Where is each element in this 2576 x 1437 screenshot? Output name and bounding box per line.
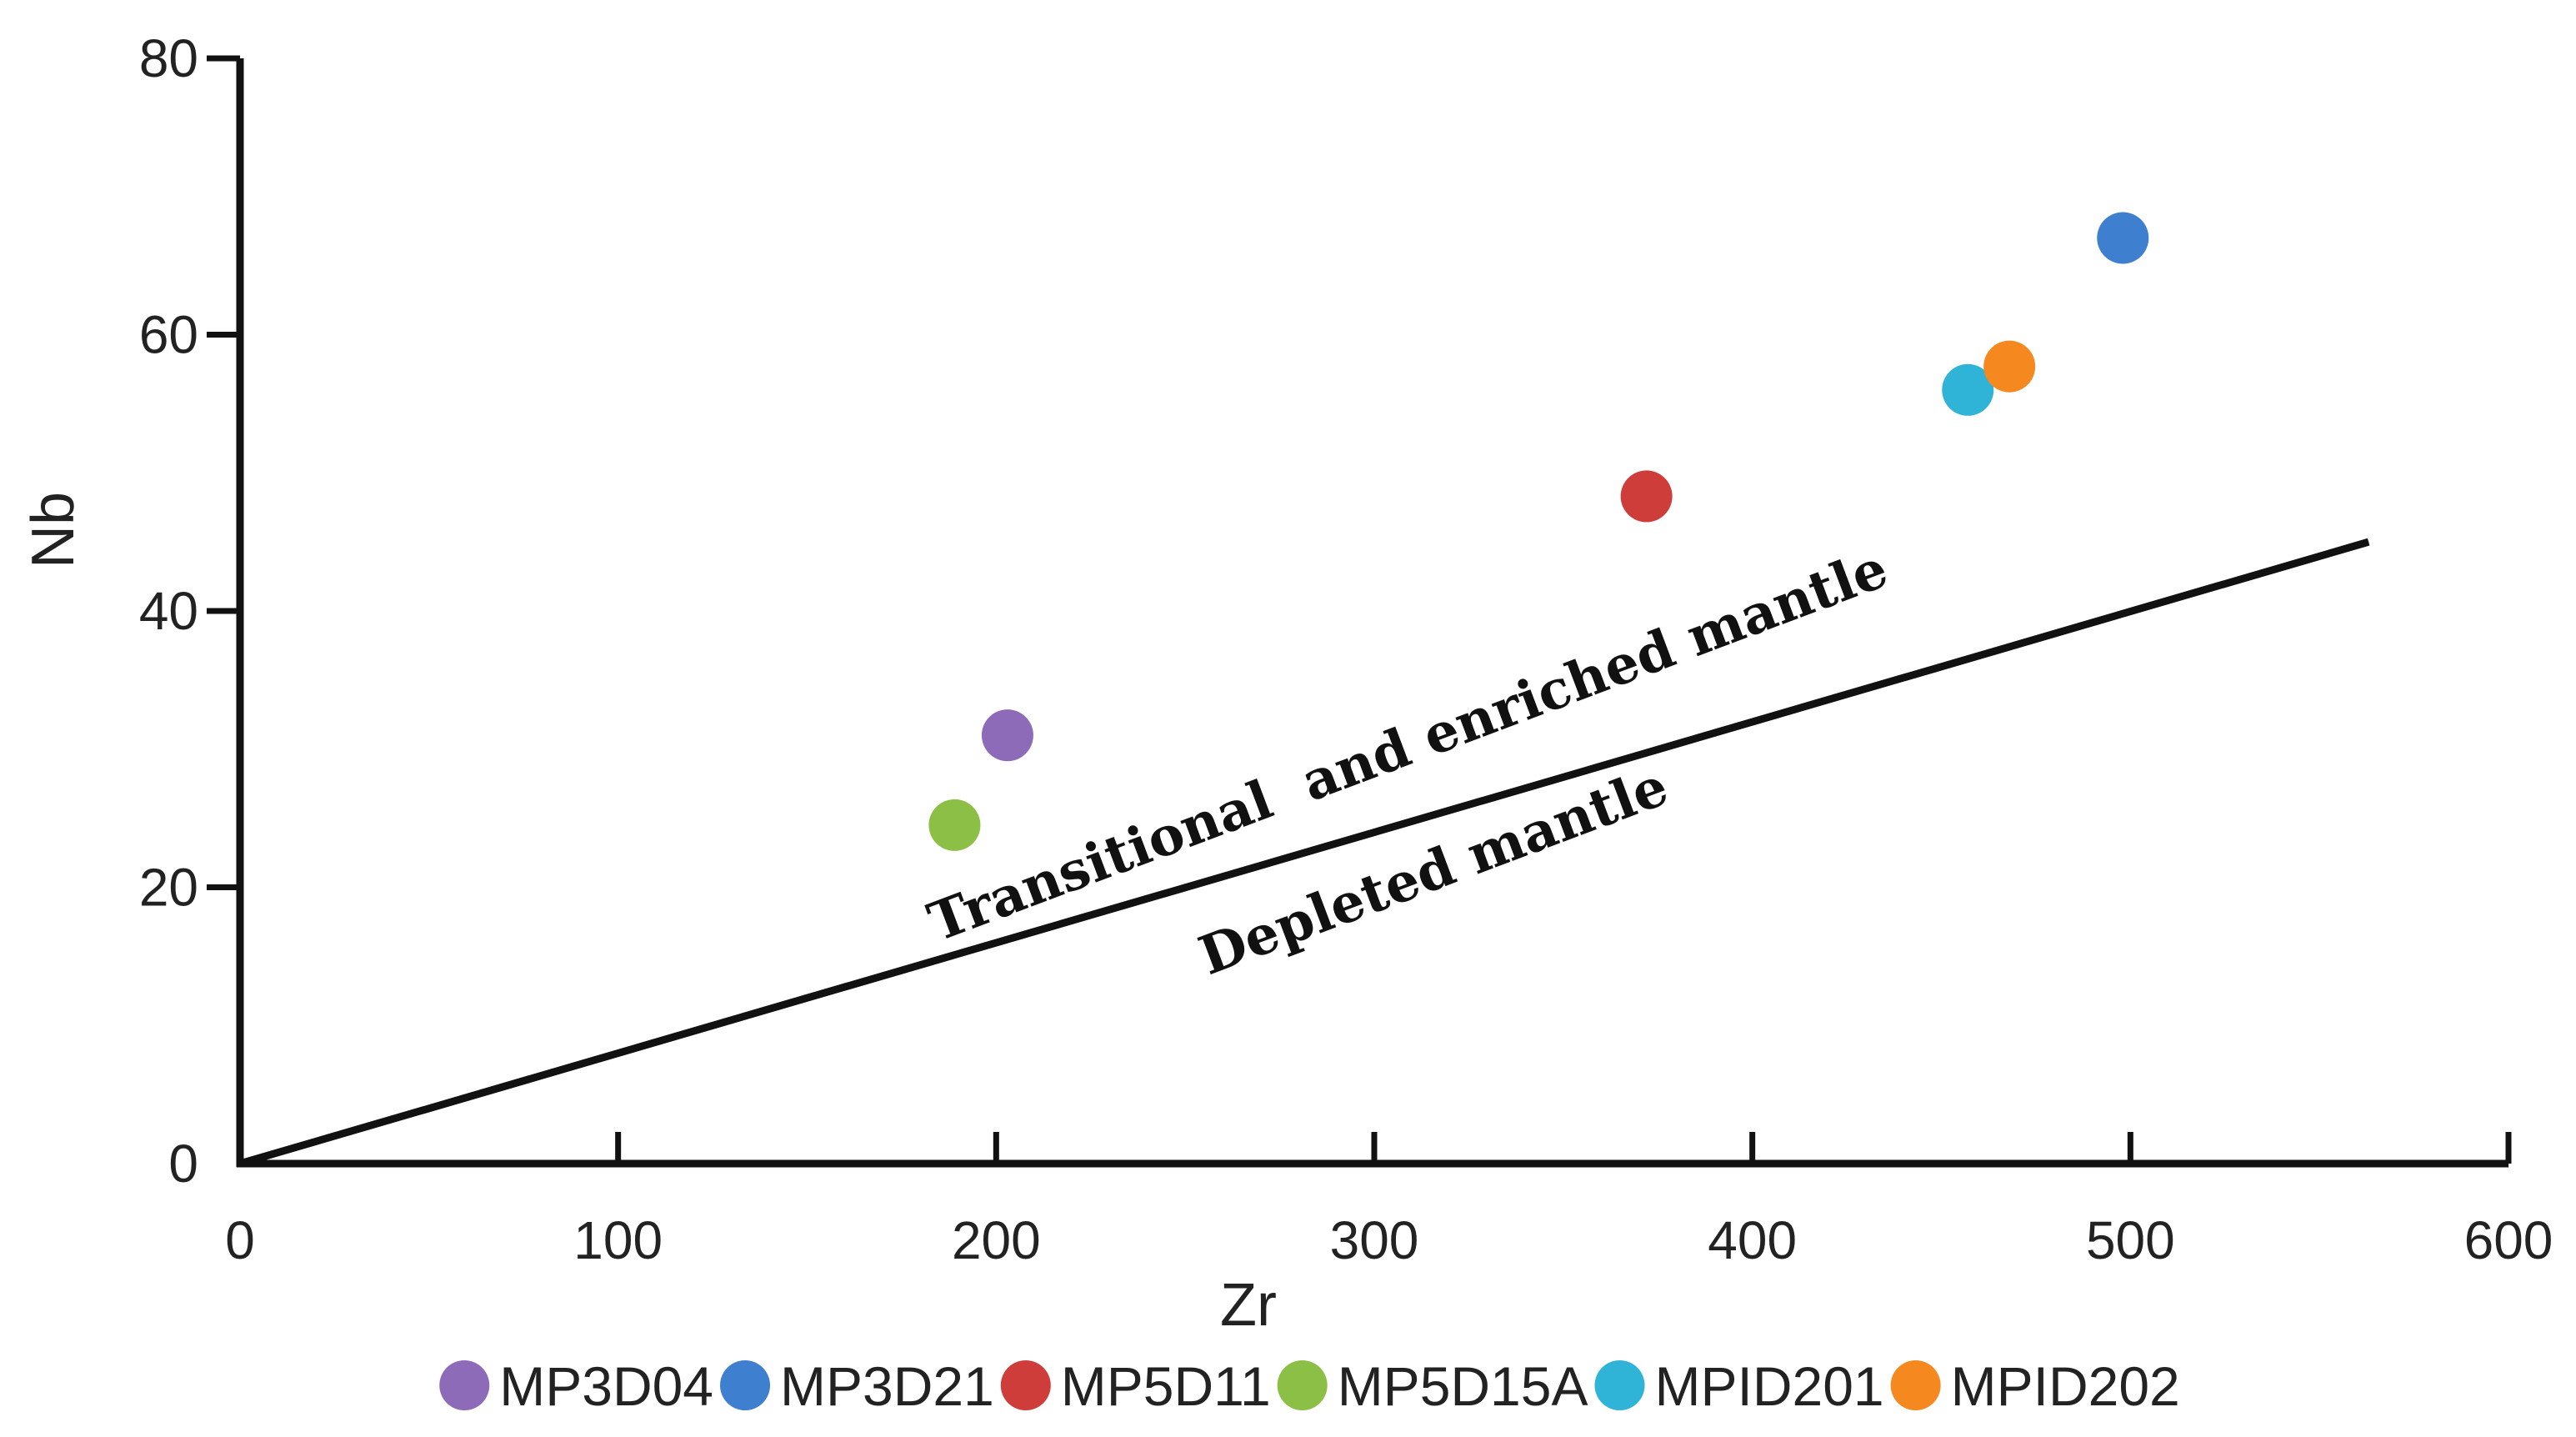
legend-label-mp3d04: MP3D04 [499,1355,713,1417]
data-points [928,212,2149,851]
data-point-mpid201 [1942,363,1994,416]
x-tick-label: 0 [225,1210,255,1270]
data-point-mpid202 [1983,340,2036,393]
y-tick-label: 80 [139,28,198,88]
x-tick-label: 100 [573,1210,663,1270]
legend-label-mp5d11: MP5D11 [1061,1355,1271,1417]
data-point-mp3d21 [2097,212,2149,264]
x-ticks: 0 100 200 300 400 500 600 [225,1132,2553,1270]
y-tick-label: 0 [168,1134,198,1194]
legend-marker-mpid202 [1890,1360,1941,1410]
x-tick-label: 400 [1708,1210,1797,1270]
x-tick-label: 300 [1330,1210,1419,1270]
x-axis-title: Zr [1220,1272,1277,1339]
axes [236,58,2508,1168]
legend-marker-mp3d04 [439,1360,490,1410]
legend-label-mp5d15a: MP5D15A [1338,1355,1588,1417]
x-tick-label: 500 [2086,1210,2175,1270]
discrimination-line [238,538,2370,1168]
legend-marker-mp3d21 [720,1360,771,1410]
legend-marker-mp5d11 [1000,1360,1051,1410]
x-tick-label: 600 [2464,1210,2553,1270]
x-tick-label: 200 [952,1210,1041,1270]
y-tick-label: 40 [139,581,198,641]
y-tick-label: 20 [139,858,198,918]
y-ticks: 0 20 40 60 80 [139,28,240,1194]
legend-marker-mpid201 [1594,1360,1645,1410]
reference-line-group [238,538,2370,1168]
legend: MP3D04 MP3D21 MP5D11 MP5D15A MPID201 MPID202 [439,1355,2180,1417]
legend-label-mp3d21: MP3D21 [780,1355,994,1417]
legend-label-mpid202: MPID202 [1951,1355,2180,1417]
legend-marker-mp5d15a [1277,1360,1328,1410]
data-point-mp3d04 [981,709,1033,762]
y-tick-label: 60 [139,305,198,365]
y-axis-title: Nb [20,492,87,568]
legend-label-mpid201: MPID201 [1655,1355,1884,1417]
data-point-mp5d15a [928,799,981,851]
data-point-mp5d11 [1620,470,1673,523]
